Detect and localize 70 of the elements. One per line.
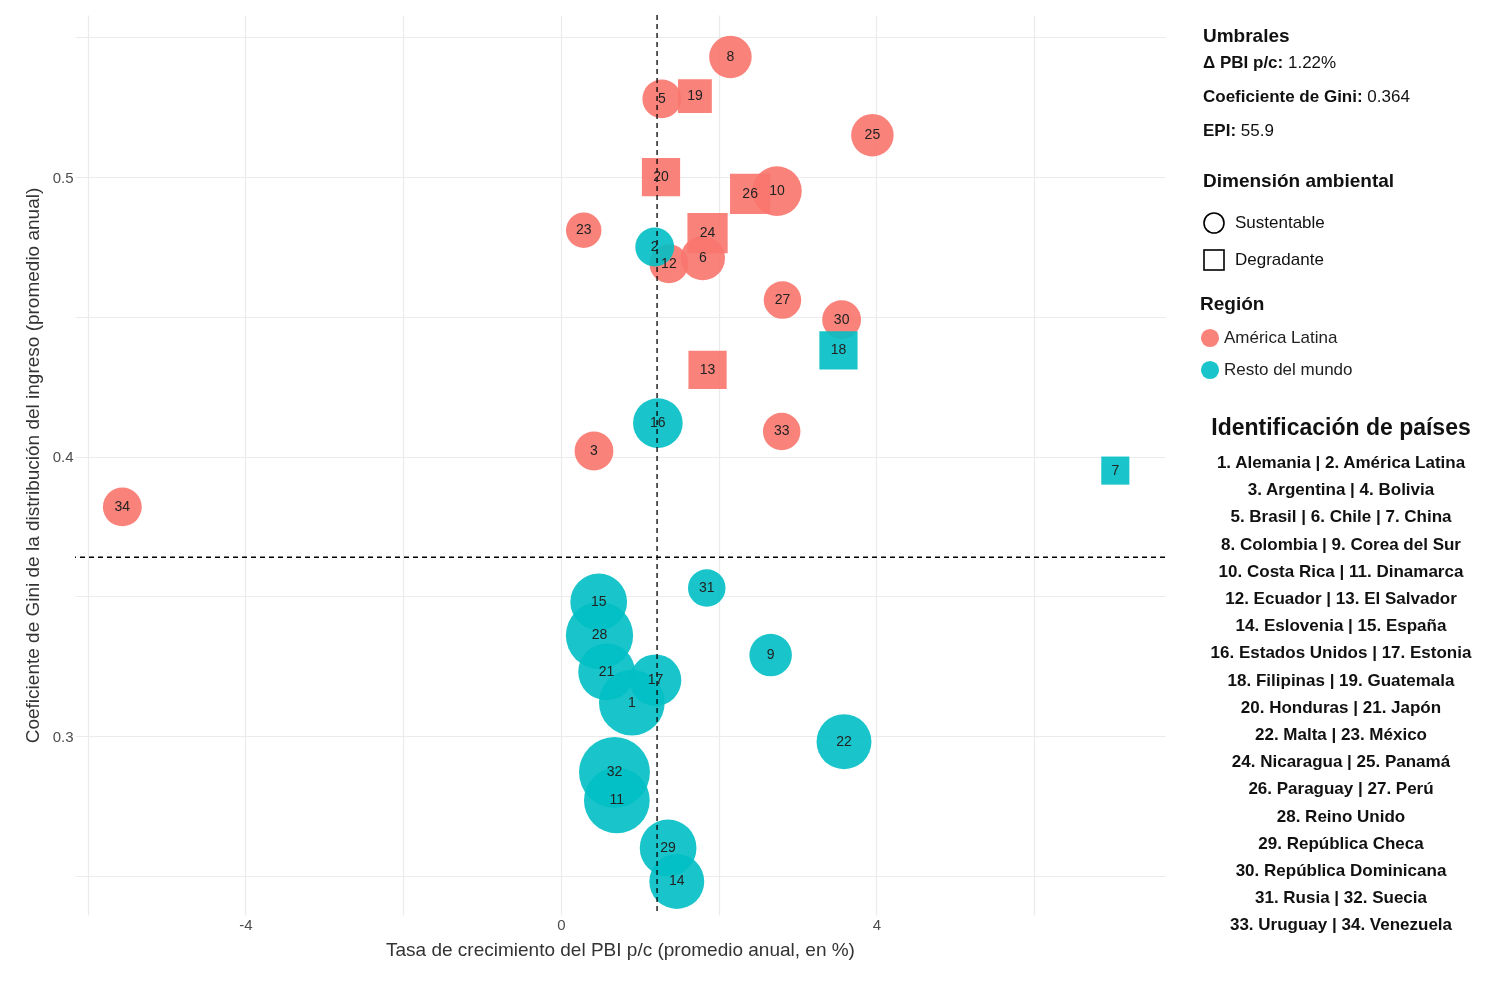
annotation: 13 xyxy=(699,360,716,377)
text: 1. Alemania | 2. América Latina xyxy=(1215,452,1467,474)
text: 28. Reino Unido xyxy=(1275,805,1407,828)
text: EPI: 55.9 xyxy=(1203,121,1275,141)
text: Umbrales xyxy=(1203,25,1291,47)
annotation: 21 xyxy=(598,662,615,679)
text: 5. Brasil | 6. Chile | 7. China xyxy=(1229,506,1453,529)
y-tick-label: 0.4 xyxy=(52,448,74,466)
annotation: 16 xyxy=(650,414,666,431)
y-tick-label: 0.3 xyxy=(52,727,74,745)
text: 31. Rusia | 32. Suecia xyxy=(1254,887,1428,910)
text: Δ PBI p/c: 1.22% xyxy=(1203,53,1338,73)
text: 29. República Checa xyxy=(1257,832,1425,855)
annotation: 1 xyxy=(627,693,636,710)
annotation: 32 xyxy=(606,763,623,780)
annotation: 25 xyxy=(864,126,881,143)
annotation: 33 xyxy=(773,422,790,439)
text: Degradante xyxy=(1235,249,1324,270)
annotation: 8 xyxy=(726,47,735,64)
annotation: 3 xyxy=(590,442,599,459)
text: 12. Ecuador | 13. El Salvador xyxy=(1224,588,1458,610)
annotation: 26 xyxy=(742,184,759,201)
text: Sustentable xyxy=(1235,212,1325,233)
x-tick-label: -4 xyxy=(239,915,253,933)
text: 3. Argentina | 4. Bolivia xyxy=(1246,479,1436,502)
text: 30. República Dominicana xyxy=(1234,860,1448,883)
annotation: 11 xyxy=(609,791,625,808)
y-tick-label: 0.5 xyxy=(52,168,74,186)
legend-title: Región xyxy=(1200,293,1265,314)
annotation: 28 xyxy=(591,626,608,643)
annotation: 19 xyxy=(687,87,703,104)
annotation: 31 xyxy=(698,578,715,595)
text: 22. Malta | 23. México xyxy=(1254,724,1428,747)
annotation: 5 xyxy=(657,89,666,106)
annotation: 10 xyxy=(769,182,785,199)
text: 33. Uruguay | 34. Venezuela xyxy=(1228,914,1454,937)
annotation: 12 xyxy=(661,254,677,271)
text: Dimensión ambiental xyxy=(1203,170,1395,192)
text: 8. Colombia | 9. Corea del Sur xyxy=(1220,533,1462,556)
x-axis-title: Tasa de crecimiento del PBI p/c (promedio anual, en %) xyxy=(386,938,855,960)
text: 18. Filipinas | 19. Guatemala xyxy=(1226,669,1456,692)
annotation: 24 xyxy=(699,224,716,241)
annotation: 30 xyxy=(833,310,850,327)
annotation: 29 xyxy=(660,838,677,855)
text: 24. Nicaragua | 25. Panamá xyxy=(1230,751,1452,774)
y-axis-title: Coeficiente de Gini de la distribución del ingreso (promedio anual) xyxy=(21,187,43,744)
annotation: 7 xyxy=(1111,461,1120,478)
annotation: 9 xyxy=(766,646,775,663)
annotation: 2 xyxy=(650,237,659,254)
annotation: 14 xyxy=(669,872,685,889)
legend-label: América Latina xyxy=(1224,328,1338,347)
x-tick-label: 4 xyxy=(872,915,881,933)
annotation: 15 xyxy=(590,592,607,609)
annotation: 34 xyxy=(114,497,131,514)
text: 26. Paraguay | 27. Perú xyxy=(1247,778,1435,801)
annotation: 27 xyxy=(774,291,791,308)
text: 20. Honduras | 21. Japón xyxy=(1239,696,1443,719)
annotation: 22 xyxy=(836,732,852,749)
legend-label: Resto del mundo xyxy=(1224,360,1353,379)
text: 16. Estados Unidos | 17. Estonia xyxy=(1209,642,1473,665)
annotation: 23 xyxy=(575,221,592,238)
annotation: 18 xyxy=(830,341,847,358)
x-tick-label: 0 xyxy=(557,915,566,933)
annotation: 20 xyxy=(653,168,670,185)
annotation: 17 xyxy=(647,671,664,688)
annotation: 6 xyxy=(698,249,707,266)
text: Identificación de países xyxy=(1210,414,1472,441)
text: 14. Eslovenia | 15. España xyxy=(1234,615,1448,638)
text: Coeficiente de Gini: 0.364 xyxy=(1203,87,1410,107)
text: 10. Costa Rica | 11. Dinamarca xyxy=(1217,560,1465,583)
